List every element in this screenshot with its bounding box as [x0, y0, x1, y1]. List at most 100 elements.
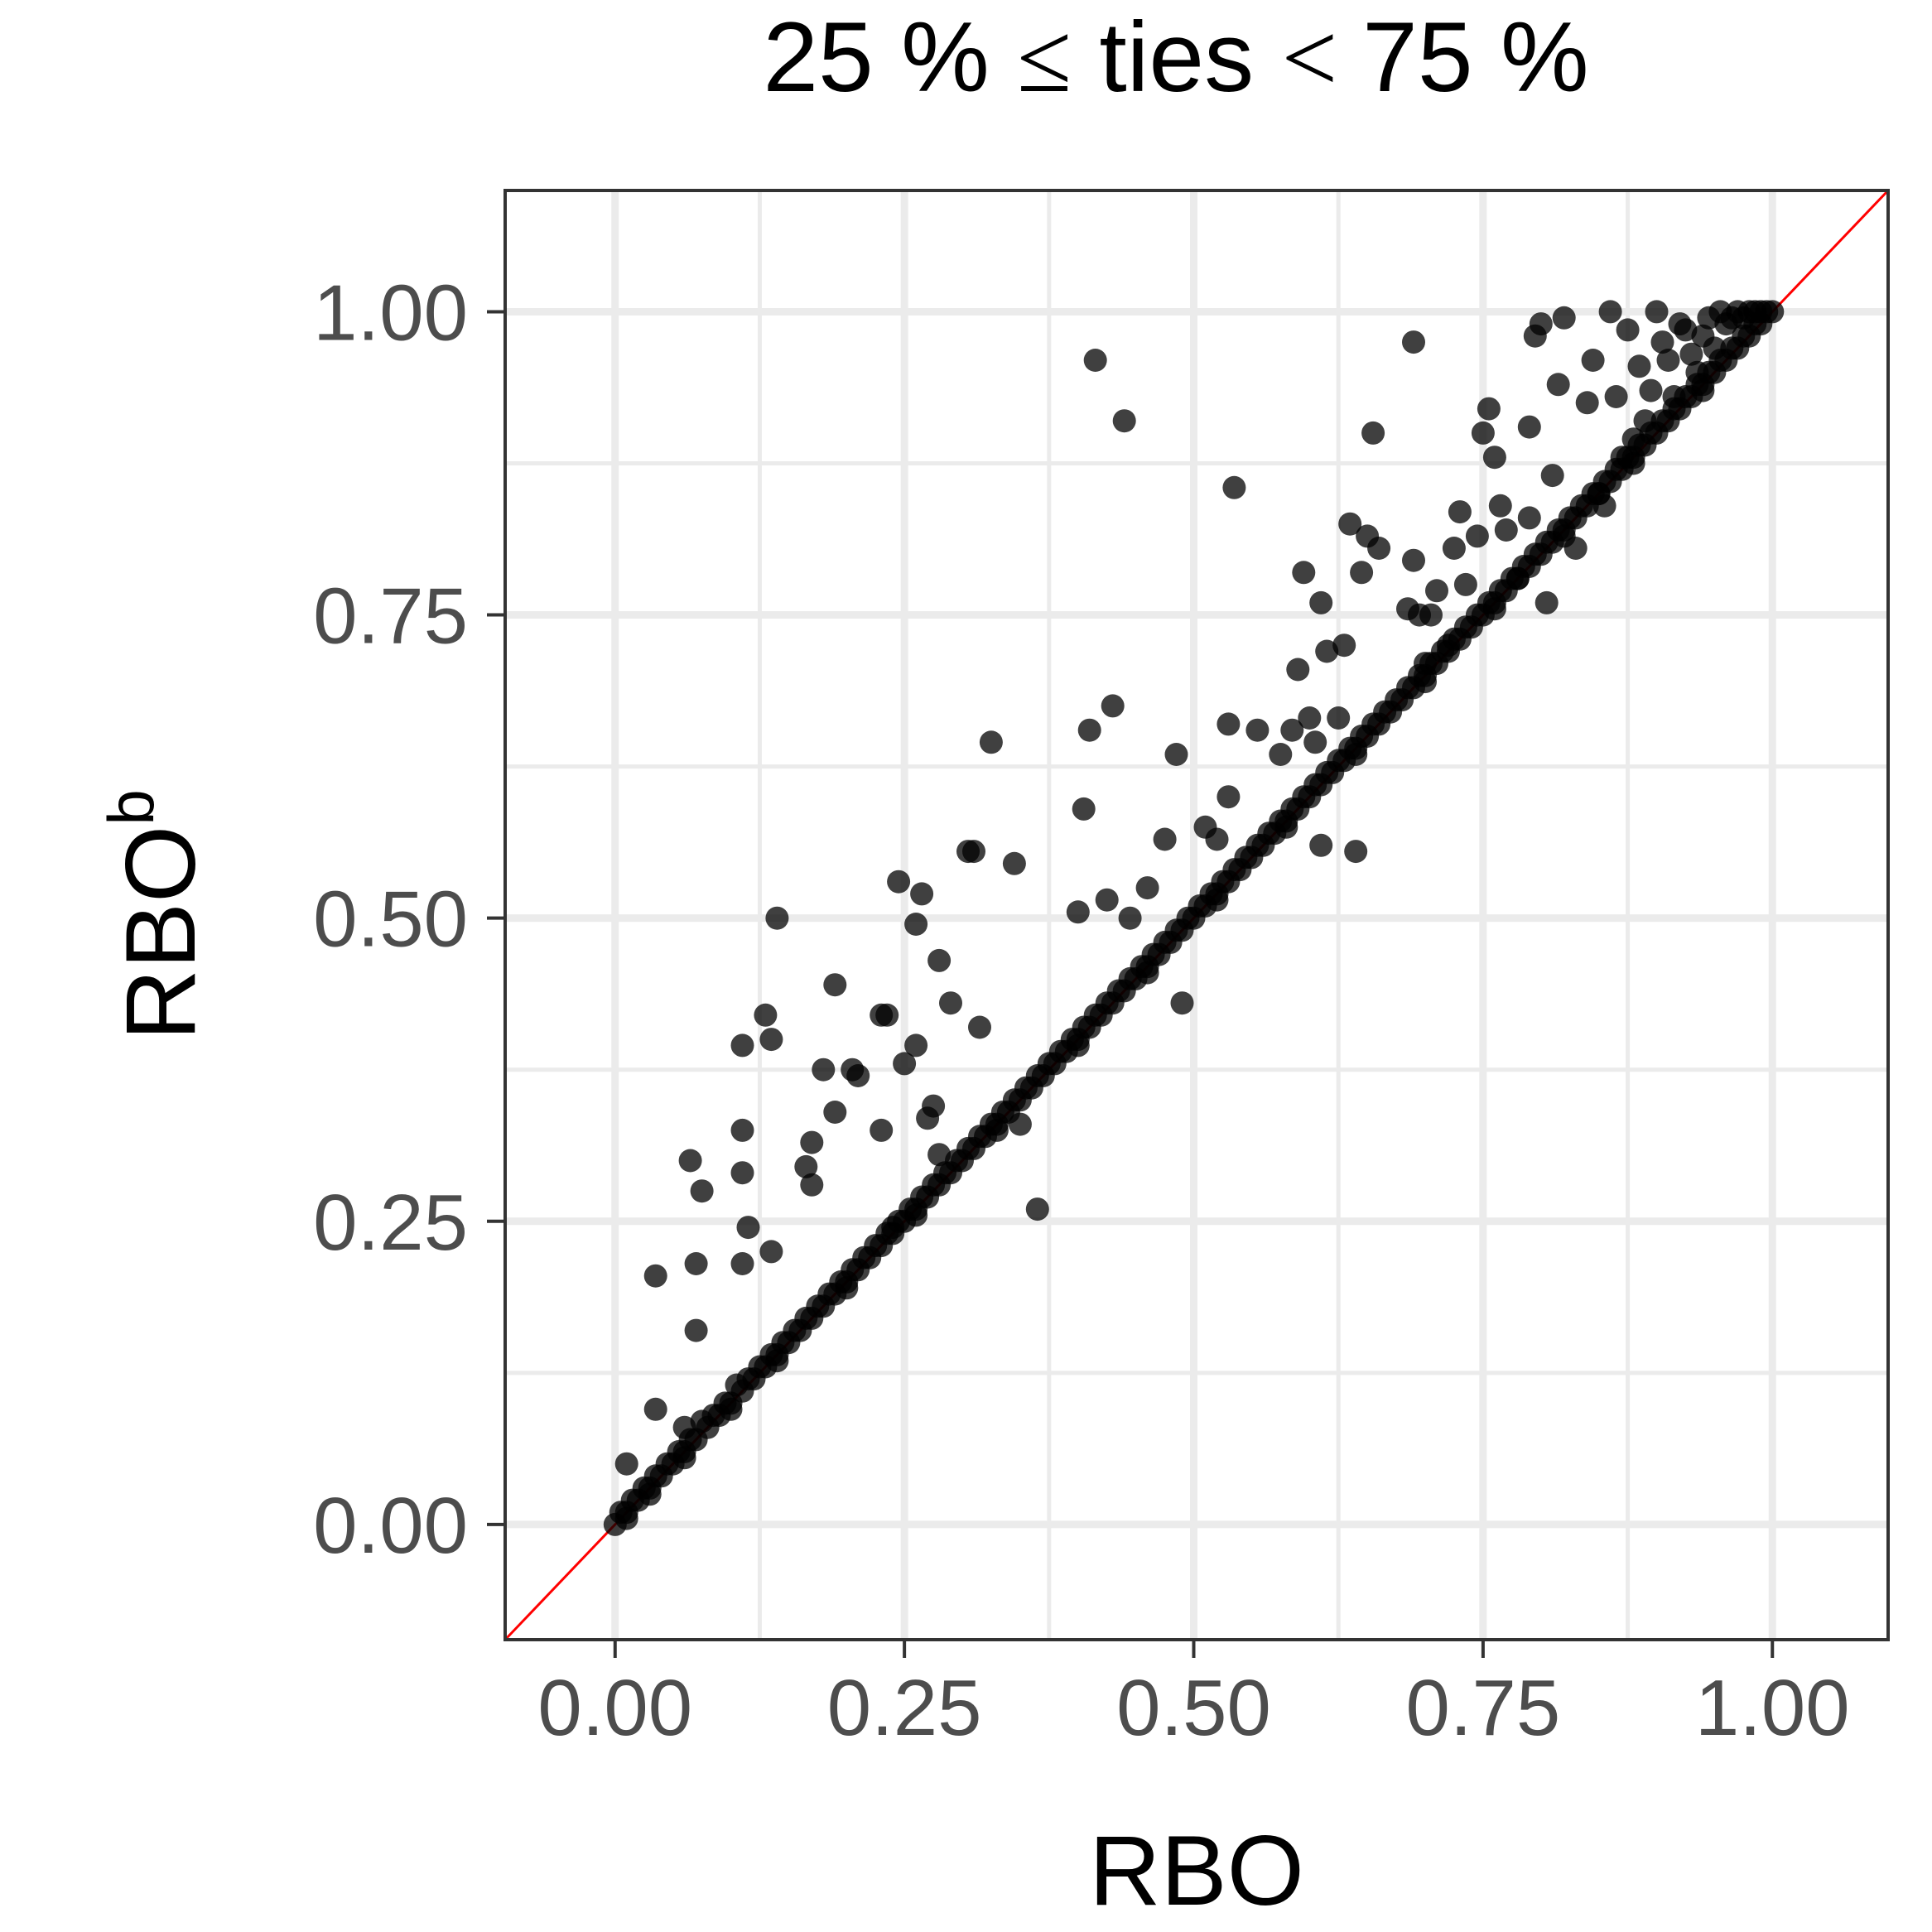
data-point — [812, 1058, 836, 1082]
data-point — [841, 1058, 865, 1082]
data-point — [823, 1101, 847, 1124]
data-point — [939, 991, 962, 1015]
data-point — [1674, 318, 1698, 342]
data-point — [1535, 590, 1559, 614]
data-point — [1679, 342, 1703, 366]
data-point — [643, 1397, 667, 1421]
data-point — [968, 1015, 991, 1039]
data-point — [1598, 300, 1622, 324]
data-point — [1170, 991, 1194, 1015]
data-point — [1546, 373, 1570, 397]
data-point — [1344, 840, 1368, 864]
chart-title-part1: 25 % — [763, 2, 1017, 113]
data-points — [603, 300, 1785, 1536]
data-point — [643, 1264, 667, 1288]
y-tick-label: 0.00 — [313, 1482, 468, 1570]
data-point — [1592, 494, 1616, 518]
data-point — [1453, 572, 1477, 596]
data-point — [730, 1161, 754, 1185]
data-point — [1482, 446, 1506, 470]
data-point — [684, 1318, 708, 1342]
data-point — [1402, 330, 1425, 354]
data-point — [1327, 706, 1351, 730]
data-point — [690, 1179, 714, 1203]
data-point — [754, 1003, 778, 1027]
data-point — [823, 973, 847, 997]
data-point — [875, 1003, 899, 1027]
data-point — [672, 1415, 696, 1439]
data-point — [1425, 579, 1448, 603]
data-point — [1482, 597, 1506, 621]
axes: 0.00 0.25 0.50 0.75 1.00 0.00 0.25 0.50 0.75 1.00 — [313, 189, 1890, 1752]
data-point — [1008, 1112, 1032, 1136]
data-point — [1755, 300, 1779, 324]
chart-title-part5: 75 % — [1362, 2, 1589, 113]
data-point — [730, 1252, 754, 1275]
data-point — [1633, 409, 1657, 433]
data-point — [1135, 876, 1159, 900]
x-axis-title: RBO — [1089, 1815, 1304, 1926]
data-point — [1066, 900, 1090, 924]
data-point — [1616, 318, 1640, 342]
data-point — [1575, 391, 1599, 415]
data-point — [1402, 548, 1425, 572]
data-point — [1414, 652, 1437, 676]
data-point — [927, 1143, 952, 1167]
data-point — [1656, 349, 1680, 372]
data-point — [1685, 360, 1709, 384]
x-tick-label: 0.25 — [827, 1664, 982, 1752]
data-point — [1662, 385, 1686, 408]
data-point — [1488, 494, 1512, 518]
data-point — [759, 1240, 783, 1264]
data-point — [1477, 397, 1501, 421]
data-point — [1506, 566, 1530, 590]
data-point — [910, 882, 934, 906]
data-point — [1095, 888, 1119, 912]
data-point — [1303, 730, 1327, 754]
data-point — [979, 730, 1003, 754]
data-point — [1066, 1033, 1090, 1058]
data-point — [1627, 354, 1651, 378]
data-point — [765, 906, 789, 930]
x-tick-label: 0.75 — [1405, 1664, 1560, 1752]
data-point — [1025, 1197, 1049, 1221]
data-point — [904, 1203, 928, 1227]
data-point — [1691, 378, 1715, 402]
data-point — [1645, 300, 1669, 324]
data-point — [927, 948, 952, 972]
data-point — [1517, 506, 1541, 530]
data-point — [1494, 518, 1518, 542]
data-point — [638, 1482, 662, 1506]
chart-title: 25 % ≤ ties < 75 % — [763, 2, 1588, 113]
data-point — [1621, 427, 1645, 451]
y-axis-title-main: RBO — [105, 826, 216, 1041]
data-point — [1419, 603, 1443, 627]
y-tick-label: 0.25 — [313, 1178, 468, 1267]
data-point — [1338, 512, 1362, 536]
data-point — [1344, 743, 1368, 766]
plot-panel-border — [503, 189, 1890, 1641]
data-point — [1448, 500, 1472, 524]
data-point — [1002, 851, 1026, 875]
data-point — [1118, 906, 1142, 930]
data-point — [1245, 718, 1270, 742]
data-point — [1298, 706, 1322, 730]
data-point — [614, 1506, 638, 1530]
data-point — [1269, 743, 1293, 766]
data-point — [614, 1452, 638, 1476]
data-point — [1604, 385, 1628, 408]
data-point — [870, 1118, 894, 1142]
data-point — [1517, 415, 1541, 439]
data-point — [1361, 421, 1385, 445]
data-point — [1217, 712, 1241, 736]
data-point — [893, 1052, 917, 1076]
x-tick-label: 0.00 — [537, 1664, 692, 1752]
data-point — [1164, 743, 1188, 766]
y-tick-label: 0.50 — [313, 875, 468, 964]
data-point — [922, 1094, 946, 1118]
data-point — [1292, 561, 1316, 585]
data-point — [1112, 409, 1136, 433]
data-point — [1563, 537, 1588, 560]
data-point — [1350, 561, 1374, 585]
data-point — [1414, 670, 1437, 694]
